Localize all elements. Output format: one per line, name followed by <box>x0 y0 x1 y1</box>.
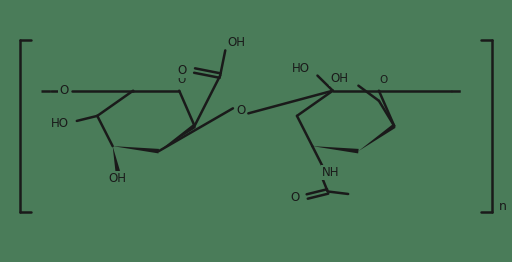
Text: HO: HO <box>292 62 310 74</box>
Polygon shape <box>159 124 196 151</box>
Polygon shape <box>113 146 120 172</box>
Polygon shape <box>113 146 159 154</box>
Polygon shape <box>312 146 358 154</box>
Text: OH: OH <box>228 36 246 49</box>
Text: OH: OH <box>330 72 348 85</box>
Text: NH: NH <box>322 166 339 179</box>
Text: HO: HO <box>51 117 69 130</box>
Text: O: O <box>236 104 245 117</box>
Text: n: n <box>499 200 507 213</box>
Text: OH: OH <box>109 172 127 185</box>
Text: O: O <box>178 64 187 77</box>
Text: O: O <box>380 75 388 85</box>
Text: O: O <box>290 191 300 204</box>
Text: O: O <box>178 75 186 85</box>
Polygon shape <box>358 124 396 151</box>
Text: O: O <box>59 84 69 97</box>
